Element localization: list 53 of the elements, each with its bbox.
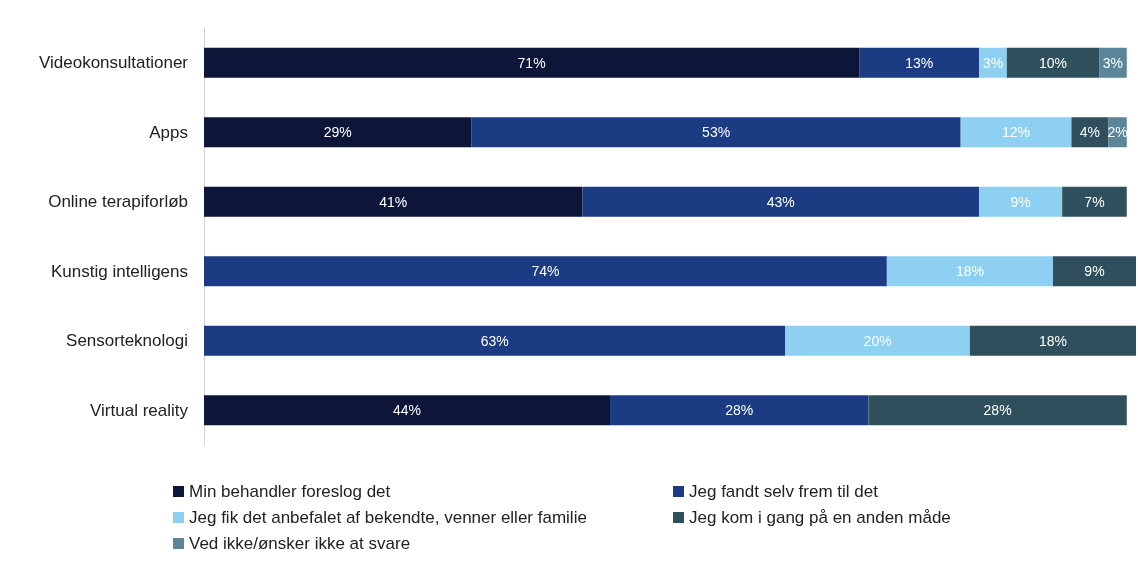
data-label: 3%: [1102, 54, 1124, 71]
legend-label: Jeg kom i gang på en anden måde: [689, 508, 951, 527]
bar: [868, 395, 1127, 426]
data-label: 28%: [983, 402, 1012, 419]
bar: [969, 325, 1136, 356]
bar: [886, 256, 1053, 287]
data-label: 43%: [766, 193, 795, 210]
data-label: 74%: [531, 263, 560, 280]
data-label: 4%: [1079, 124, 1100, 141]
data-label: 41%: [379, 193, 408, 210]
bar: [610, 395, 869, 426]
data-label: 71%: [517, 54, 546, 71]
data-label: 28%: [725, 402, 754, 419]
data-label: 20%: [863, 332, 892, 349]
bar: [1062, 186, 1127, 217]
data-label: 9%: [1084, 263, 1105, 280]
y-tick-label: Kunstig intelligens: [50, 261, 188, 281]
data-label: 10%: [1038, 54, 1067, 71]
y-tick-label: Sensorteknologi: [66, 331, 188, 351]
bar: [204, 325, 786, 356]
data-label: 53%: [702, 124, 731, 141]
data-label: 18%: [1038, 332, 1067, 349]
bar: [785, 325, 970, 356]
bar: [859, 47, 980, 78]
data-label: 2%: [1107, 124, 1128, 141]
data-label: 13%: [905, 54, 934, 71]
bar: [1052, 256, 1136, 287]
y-tick-label: Virtual reality: [90, 400, 189, 420]
data-label: 12%: [1002, 124, 1031, 141]
bar: [960, 117, 1072, 148]
legend-label: Jeg fik det anbefalet af bekendte, venner eller familie: [189, 508, 587, 527]
bar: [582, 186, 980, 217]
data-label: 29%: [323, 124, 352, 141]
legend-label: Jeg fandt selv frem til det: [689, 482, 879, 501]
y-tick-label: Videokonsultationer: [38, 53, 189, 73]
legend-label: Ved ikke/ønsker ikke at svare: [189, 534, 411, 553]
data-label: 9%: [1010, 193, 1031, 210]
bar: [979, 186, 1063, 217]
data-label: 7%: [1084, 193, 1105, 210]
bar: [1006, 47, 1100, 78]
bar: [471, 117, 961, 148]
bar: [204, 256, 887, 287]
y-tick-label: Online terapiforløb: [48, 192, 188, 212]
data-label: 18%: [955, 263, 984, 280]
legend-label: Min behandler foreslog det: [189, 482, 391, 501]
bar: [204, 395, 611, 426]
bar: [204, 186, 583, 217]
data-label: 3%: [982, 54, 1004, 71]
bar: [204, 117, 472, 148]
bar: [204, 47, 860, 78]
data-label: 63%: [480, 332, 509, 349]
y-tick-label: Apps: [149, 122, 188, 142]
data-label: 44%: [392, 402, 422, 419]
